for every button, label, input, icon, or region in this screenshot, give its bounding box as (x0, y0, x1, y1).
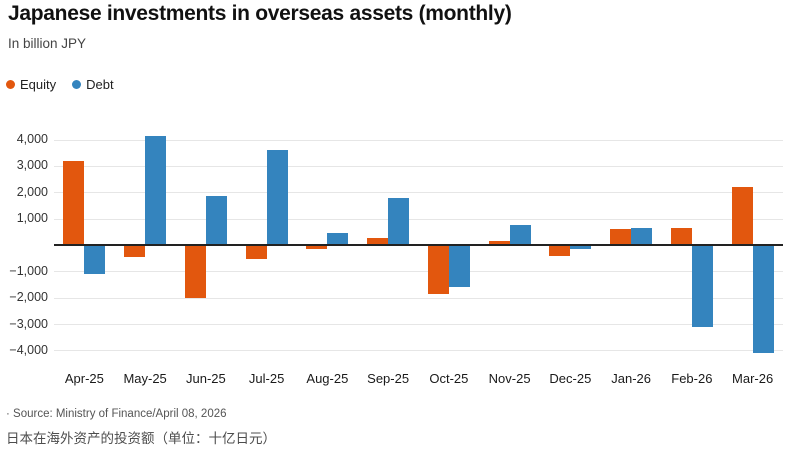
bar-debt-nov-25 (509, 225, 531, 245)
bar-equity-nov-25 (488, 241, 510, 245)
x-axis-label: Oct-25 (429, 371, 469, 386)
bar-debt-may-25 (145, 135, 167, 245)
x-axis-label: Aug-25 (306, 371, 349, 386)
bar-equity-sep-25 (367, 238, 389, 245)
x-axis-label: May-25 (123, 371, 167, 386)
debt-swatch-icon (72, 80, 82, 89)
legend-label-debt: Debt (86, 77, 114, 92)
bar-debt-apr-25 (84, 245, 106, 274)
bar-equity-oct-25 (427, 245, 449, 294)
x-axis-label: Mar-26 (732, 371, 774, 386)
bar-equity-apr-25 (63, 160, 85, 245)
legend-item-equity: Equity (6, 77, 56, 92)
bar-equity-feb-26 (670, 227, 692, 245)
gridline (54, 350, 783, 351)
bar-debt-aug-25 (327, 233, 349, 245)
y-axis-label: −1,000 (9, 263, 48, 278)
x-axis-label: Apr-25 (64, 371, 104, 386)
x-axis-label: Jan-26 (611, 371, 651, 386)
x-axis-label: Dec-25 (549, 371, 592, 386)
gridline (54, 192, 783, 193)
x-axis-label: Jul-25 (248, 371, 285, 386)
x-axis-label: Sep-25 (367, 371, 410, 386)
y-axis-label: 3,000 (16, 158, 48, 173)
bar-debt-oct-25 (448, 245, 470, 288)
y-axis-label: −2,000 (9, 290, 48, 305)
gridline (54, 140, 783, 141)
bar-debt-jul-25 (266, 150, 288, 245)
y-axis-label: 2,000 (16, 184, 48, 199)
legend-item-debt: Debt (72, 77, 114, 92)
footnote-chinese: 日本在海外资产的投资额（单位：十亿日元） (6, 431, 276, 446)
y-axis-label: −3,000 (9, 316, 48, 331)
gridline (54, 271, 783, 272)
x-axis-label: Jun-25 (186, 371, 226, 386)
chart-subtitle: In billion JPY (8, 36, 87, 51)
legend-label-equity: Equity (20, 77, 57, 92)
bar-equity-dec-25 (549, 245, 571, 256)
bar-debt-sep-25 (388, 197, 410, 245)
bar-equity-jan-26 (610, 229, 632, 245)
bar-debt-feb-26 (691, 245, 713, 327)
legend: Equity Debt (6, 77, 114, 92)
y-axis-label: 4,000 (16, 132, 48, 147)
bar-debt-dec-25 (570, 245, 592, 249)
y-axis-label: 1,000 (16, 211, 48, 226)
bar-equity-aug-25 (306, 245, 328, 249)
gridline (54, 324, 783, 325)
gridline (54, 298, 783, 299)
source-note: · Source: Ministry of Finance/April 08, … (6, 408, 227, 420)
bar-debt-mar-26 (752, 245, 774, 354)
bar-equity-jul-25 (245, 245, 267, 260)
y-axis-label: −4,000 (9, 342, 48, 357)
gridline (54, 166, 783, 167)
x-axis-label: Nov-25 (488, 371, 531, 386)
bar-equity-mar-26 (731, 187, 753, 245)
x-axis-label: Feb-26 (671, 371, 713, 386)
bar-equity-may-25 (124, 245, 146, 257)
zero-baseline (54, 244, 783, 246)
bar-debt-jan-26 (631, 227, 653, 245)
chart-title: Japanese investments in overseas assets … (8, 2, 512, 25)
bar-debt-jun-25 (205, 196, 227, 245)
equity-swatch-icon (6, 80, 15, 89)
gridline (54, 219, 783, 220)
bar-equity-jun-25 (184, 245, 206, 298)
